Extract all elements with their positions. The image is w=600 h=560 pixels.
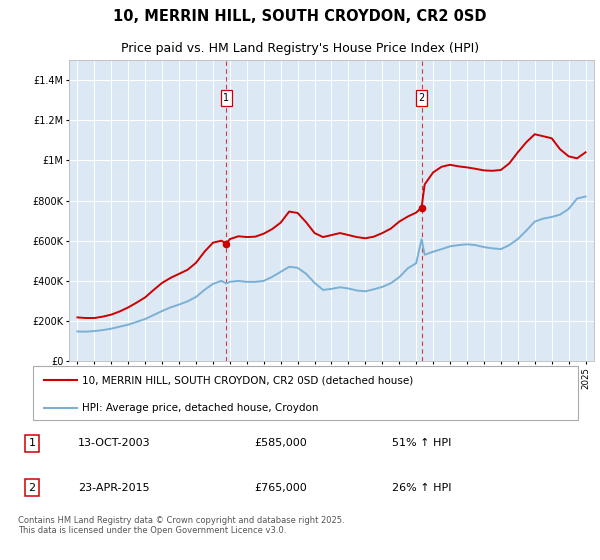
Text: 2: 2	[418, 93, 425, 103]
FancyBboxPatch shape	[33, 366, 578, 421]
Text: 10, MERRIN HILL, SOUTH CROYDON, CR2 0SD (detached house): 10, MERRIN HILL, SOUTH CROYDON, CR2 0SD …	[82, 375, 413, 385]
Text: 1: 1	[29, 438, 35, 449]
Text: 1: 1	[223, 93, 229, 103]
Text: 26% ↑ HPI: 26% ↑ HPI	[392, 483, 452, 493]
Text: HPI: Average price, detached house, Croydon: HPI: Average price, detached house, Croy…	[82, 403, 319, 413]
Text: £585,000: £585,000	[254, 438, 307, 449]
Text: 23-APR-2015: 23-APR-2015	[78, 483, 150, 493]
Text: 51% ↑ HPI: 51% ↑ HPI	[392, 438, 452, 449]
Text: Contains HM Land Registry data © Crown copyright and database right 2025.
This d: Contains HM Land Registry data © Crown c…	[18, 516, 344, 535]
Text: £765,000: £765,000	[254, 483, 307, 493]
Text: Price paid vs. HM Land Registry's House Price Index (HPI): Price paid vs. HM Land Registry's House …	[121, 41, 479, 55]
Text: 10, MERRIN HILL, SOUTH CROYDON, CR2 0SD: 10, MERRIN HILL, SOUTH CROYDON, CR2 0SD	[113, 9, 487, 24]
Text: 13-OCT-2003: 13-OCT-2003	[78, 438, 151, 449]
Text: 2: 2	[29, 483, 36, 493]
